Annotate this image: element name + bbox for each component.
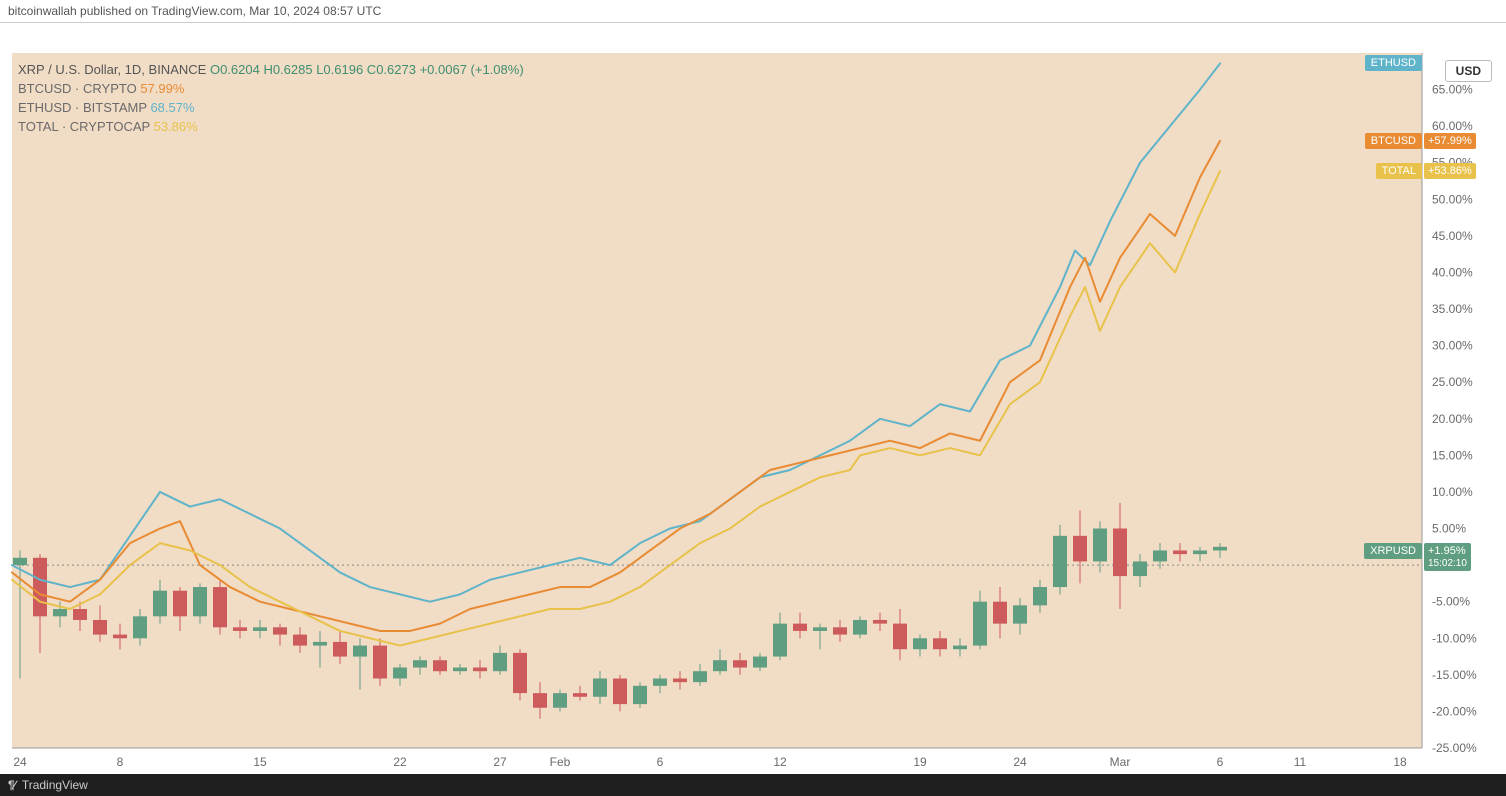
price-tag-value: +53.86% [1424,163,1476,179]
price-tag-label: XRPUSD [1364,543,1422,559]
svg-text:6: 6 [1217,755,1224,769]
footer-brand: TradingView [22,778,88,792]
svg-text:-15.00%: -15.00% [1432,668,1477,682]
price-tag-value: +57.99% [1424,133,1476,149]
svg-text:35.00%: 35.00% [1432,302,1473,316]
svg-text:-10.00%: -10.00% [1432,631,1477,645]
price-tag-value: +1.95%15:02:10 [1424,543,1471,571]
svg-text:6: 6 [657,755,664,769]
svg-text:24: 24 [1013,755,1027,769]
svg-text:20.00%: 20.00% [1432,412,1473,426]
svg-text:50.00%: 50.00% [1432,192,1473,206]
svg-text:-20.00%: -20.00% [1432,704,1477,718]
svg-text:Feb: Feb [550,755,571,769]
chart-container[interactable]: -25.00% -20.00% -15.00% -10.00% -5.00% 5.00% 1… [0,23,1506,796]
svg-text:60.00%: 60.00% [1432,119,1473,133]
svg-text:12: 12 [773,755,787,769]
svg-text:25.00%: 25.00% [1432,375,1473,389]
price-tag-label: ETHUSD [1365,55,1422,71]
svg-text:Mar: Mar [1110,755,1131,769]
svg-text:30.00%: 30.00% [1432,339,1473,353]
footer-bar: ¶∕ TradingView [0,774,1506,796]
svg-text:19: 19 [913,755,927,769]
svg-text:15: 15 [253,755,267,769]
svg-text:-25.00%: -25.00% [1432,741,1477,755]
svg-text:8: 8 [117,755,124,769]
svg-text:40.00%: 40.00% [1432,265,1473,279]
price-tag-label: BTCUSD [1365,133,1422,149]
svg-text:24: 24 [13,755,27,769]
svg-text:5.00%: 5.00% [1432,522,1466,536]
svg-text:27: 27 [493,755,507,769]
svg-text:-5.00%: -5.00% [1432,595,1470,609]
publish-header: bitcoinwallah published on TradingView.c… [0,0,1506,23]
svg-text:15.00%: 15.00% [1432,448,1473,462]
currency-toggle[interactable]: USD [1445,60,1492,82]
currency-label: USD [1456,64,1481,78]
svg-text:10.00%: 10.00% [1432,485,1473,499]
svg-text:18: 18 [1393,755,1407,769]
svg-text:22: 22 [393,755,407,769]
svg-text:45.00%: 45.00% [1432,229,1473,243]
publish-text: bitcoinwallah published on TradingView.c… [8,4,381,18]
svg-text:65.00%: 65.00% [1432,83,1473,97]
svg-text:11: 11 [1294,755,1307,769]
price-tag-label: TOTAL [1376,163,1422,179]
tradingview-logo-icon: ¶∕ [8,778,15,792]
chart-svg[interactable]: -25.00% -20.00% -15.00% -10.00% -5.00% 5.00% 1… [0,23,1506,774]
